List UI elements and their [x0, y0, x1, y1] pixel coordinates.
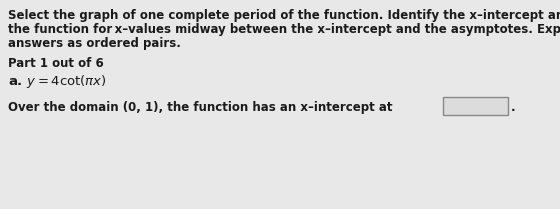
Text: a. $y = 4\cot\!\left(\pi x\right)$: a. $y = 4\cot\!\left(\pi x\right)$: [8, 73, 107, 90]
Text: .: .: [511, 101, 516, 114]
Text: Select the graph of one complete period of the function. Identify the x–intercep: Select the graph of one complete period …: [8, 9, 560, 22]
Text: Over the domain (0, 1), the function has an x–intercept at: Over the domain (0, 1), the function has…: [8, 101, 393, 114]
Text: answers as ordered pairs.: answers as ordered pairs.: [8, 37, 181, 50]
Text: Part 1 out of 6: Part 1 out of 6: [8, 57, 104, 70]
FancyBboxPatch shape: [443, 97, 508, 115]
Text: the function for x–values midway between the x–intercept and the asymptotes. Exp: the function for x–values midway between…: [8, 23, 560, 36]
